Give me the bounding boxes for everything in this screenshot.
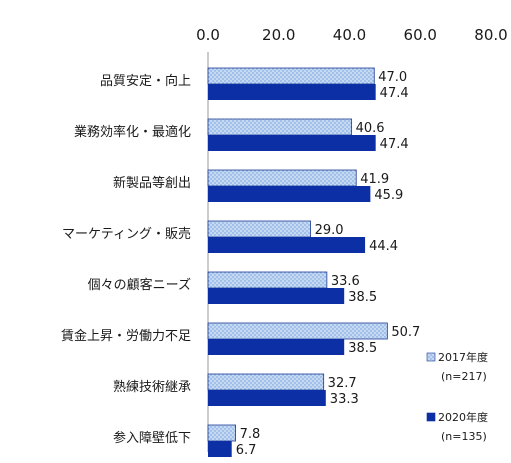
value-label-2020: 45.9	[374, 188, 403, 203]
bar-2017	[207, 424, 236, 442]
bar-2020	[208, 339, 345, 355]
legend: 2017年度 (n=217) 2020年度 (n=135)	[426, 350, 488, 443]
x-tick-label: 40.0	[333, 26, 366, 44]
bar-2017	[207, 118, 353, 136]
category-label: 賃金上昇・労働力不足	[61, 328, 191, 344]
x-tick-label: 20.0	[262, 26, 295, 44]
x-tick-label: 60.0	[404, 26, 437, 44]
x-tick-label: 80.0	[474, 26, 507, 44]
value-label-2020: 44.4	[369, 239, 398, 254]
legend-swatch-2020	[426, 412, 436, 422]
value-label-2017: 40.6	[356, 121, 385, 136]
value-label-2017: 32.7	[328, 376, 357, 391]
labels-layer: 47.047.440.647.441.945.929.044.433.638.5…	[236, 70, 421, 458]
value-label-2017: 29.0	[315, 223, 344, 238]
bar-2017	[207, 67, 375, 85]
legend-sample-size: (n=217)	[441, 370, 487, 383]
value-label-2017: 50.7	[391, 325, 420, 340]
value-label-2017: 47.0	[378, 70, 407, 85]
legend-series-name: 2020年度	[438, 410, 488, 424]
category-label: 品質安定・向上	[100, 73, 191, 89]
axis-layer: 0.0 20.0 40.0 60.0 80.0 品質安定・向上業務効率化・最適化新製品等創…	[61, 26, 508, 452]
bar-2017	[207, 220, 311, 238]
bar-2020	[208, 237, 366, 253]
value-label-2020: 38.5	[348, 341, 377, 356]
category-label: マーケティング・販売	[62, 226, 191, 242]
bar-2017	[207, 169, 357, 187]
value-label-2017: 7.8	[240, 427, 261, 442]
legend-swatch-2017	[426, 352, 436, 362]
value-label-2020: 33.3	[330, 392, 359, 407]
category-label: 個々の顧客ニーズ	[88, 277, 191, 293]
category-label: 業務効率化・最適化	[74, 124, 191, 140]
bar-2020	[208, 186, 371, 202]
bar-2020	[208, 441, 232, 457]
legend-series-name: 2017年度	[438, 350, 488, 364]
category-label: 新製品等創出	[113, 175, 191, 191]
bar-2020	[208, 135, 376, 151]
bar-2020	[208, 390, 326, 406]
category-label: 参入障壁低下	[113, 430, 191, 446]
value-label-2020: 47.4	[380, 137, 409, 152]
value-label-2017: 41.9	[360, 172, 389, 187]
bars-layer	[207, 67, 388, 457]
bar-2017	[207, 373, 325, 391]
bar-2020	[208, 288, 345, 304]
value-label-2017: 33.6	[331, 274, 360, 289]
bar-2020	[208, 84, 376, 100]
x-tick-label: 0.0	[196, 26, 220, 44]
value-label-2020: 47.4	[380, 86, 409, 101]
legend-sample-size: (n=135)	[441, 430, 487, 443]
value-label-2020: 38.5	[348, 290, 377, 305]
bar-2017	[207, 271, 328, 289]
value-label-2020: 6.7	[236, 443, 257, 458]
bar-2017	[207, 322, 388, 340]
category-label: 熟練技術継承	[113, 379, 191, 395]
